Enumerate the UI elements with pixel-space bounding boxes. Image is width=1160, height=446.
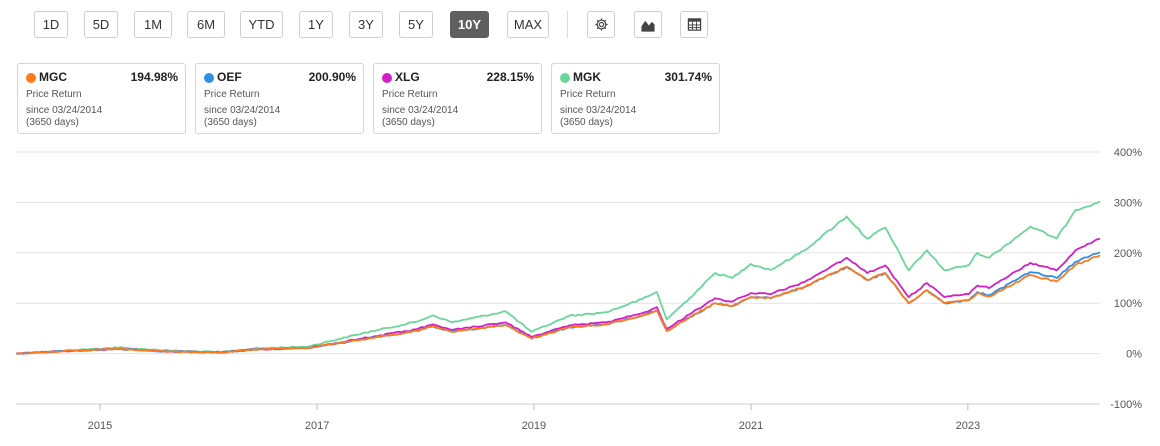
y-tick-label: -100% — [1110, 399, 1142, 411]
card-return-pct: 200.90% — [308, 70, 356, 84]
card-since: since 03/24/2014 — [26, 105, 103, 116]
table-view-button[interactable] — [680, 11, 708, 38]
card-return-pct: 194.98% — [130, 70, 178, 84]
card-since: since 03/24/2014 — [204, 105, 281, 116]
settings-button[interactable] — [587, 11, 615, 38]
series-color-dot — [382, 73, 392, 83]
x-tick-label: 2019 — [522, 420, 546, 432]
series-color-dot — [560, 73, 570, 83]
range-button-5y[interactable]: 5Y — [399, 11, 433, 38]
range-button-10y[interactable]: 10Y — [450, 11, 489, 38]
x-axis-labels: 2015 2017 2019 2021 2023 — [88, 420, 980, 432]
x-tick-label: 2015 — [88, 420, 112, 432]
series-lines — [15, 200, 1101, 355]
card-days: (3650 days) — [382, 117, 435, 128]
card-metric: Price Return — [26, 89, 82, 100]
y-tick-label: 0% — [1126, 349, 1142, 361]
range-button-max[interactable]: MAX — [507, 11, 549, 38]
chart-gridlines — [16, 151, 1100, 410]
range-button-3y[interactable]: 3Y — [349, 11, 383, 38]
x-tick-label: 2023 — [956, 420, 980, 432]
y-tick-label: 300% — [1114, 197, 1142, 209]
card-ticker: MGK — [573, 70, 601, 84]
price-return-chart[interactable]: 400% 300% 200% 100% 0% -100% 2015 2017 2019 2021… — [0, 140, 1160, 446]
range-button-1m[interactable]: 1M — [134, 11, 172, 38]
card-days: (3650 days) — [560, 117, 613, 128]
card-since: since 03/24/2014 — [382, 105, 459, 116]
card-metric: Price Return — [204, 89, 260, 100]
x-tick-label: 2017 — [305, 420, 329, 432]
y-tick-label: 400% — [1114, 147, 1142, 159]
card-metric: Price Return — [382, 89, 438, 100]
legend-card-mgk[interactable]: MGK 301.74% Price Return since 03/24/201… — [551, 63, 720, 134]
gear-icon — [594, 18, 608, 31]
card-ticker: XLG — [395, 70, 420, 84]
card-metric: Price Return — [560, 89, 616, 100]
card-days: (3650 days) — [204, 117, 257, 128]
y-axis-labels: 400% 300% 200% 100% 0% -100% — [1110, 147, 1142, 411]
series-line-mgc — [15, 254, 1101, 355]
range-button-1y[interactable]: 1Y — [299, 11, 333, 38]
toolbar: 1D 5D 1M 6M YTD 1Y 3Y 5Y 10Y MAX — [0, 0, 1160, 50]
series-color-dot — [204, 73, 214, 83]
range-button-5d[interactable]: 5D — [84, 11, 118, 38]
chart-type-icon — [641, 20, 655, 32]
table-icon — [687, 18, 701, 31]
legend-card-mgc[interactable]: MGC 194.98% Price Return since 03/24/201… — [17, 63, 186, 134]
chart-type-button[interactable] — [634, 11, 662, 38]
range-button-1d[interactable]: 1D — [34, 11, 68, 38]
range-button-ytd[interactable]: YTD — [240, 11, 283, 38]
card-since: since 03/24/2014 — [560, 105, 637, 116]
card-return-pct: 301.74% — [664, 70, 712, 84]
card-ticker: MGC — [39, 70, 67, 84]
legend-card-oef[interactable]: OEF 200.90% Price Return since 03/24/201… — [195, 63, 364, 134]
series-color-dot — [26, 73, 36, 83]
card-ticker: OEF — [217, 70, 242, 84]
y-tick-label: 200% — [1114, 248, 1142, 260]
card-days: (3650 days) — [26, 117, 79, 128]
y-tick-label: 100% — [1114, 298, 1142, 310]
toolbar-divider — [567, 11, 568, 38]
card-return-pct: 228.15% — [486, 70, 534, 84]
legend-card-xlg[interactable]: XLG 228.15% Price Return since 03/24/201… — [373, 63, 542, 134]
x-tick-label: 2021 — [739, 420, 763, 432]
range-button-6m[interactable]: 6M — [187, 11, 225, 38]
series-line-xlg — [15, 237, 1101, 355]
